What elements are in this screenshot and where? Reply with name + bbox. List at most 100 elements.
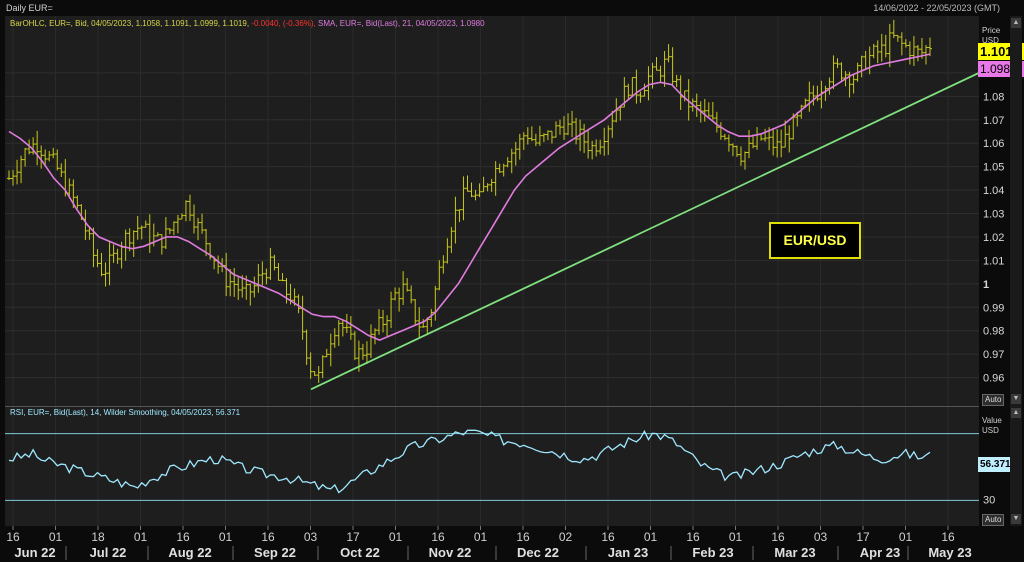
ohlc-bar [171, 221, 176, 236]
ohlc-bar [517, 133, 522, 160]
ohlc-bar [389, 291, 394, 329]
month-tick-label: Sep 22 [254, 545, 296, 560]
price-auto-button[interactable]: Auto [982, 394, 1005, 406]
day-tick-label: 16 [601, 530, 615, 544]
ohlc-bar [871, 43, 876, 59]
rsi-auto-button[interactable]: Auto [982, 514, 1005, 526]
ohlc-bar [702, 98, 707, 122]
rsi-scroll-up-icon[interactable]: ▲ [1011, 408, 1021, 418]
month-tick-label: Jun 22 [14, 545, 55, 560]
month-tick-label: Jul 22 [90, 545, 127, 560]
ohlc-bar [433, 285, 438, 321]
ohlc-bar [590, 140, 595, 160]
ohlc-bar [453, 196, 458, 244]
ohlc-bar [336, 320, 341, 346]
ohlc-bar [272, 254, 277, 271]
scroll-down-icon[interactable]: ▼ [1011, 394, 1021, 404]
time-axis-ticks: 16 01 18 01 16 01 16 03 17 01 16 01 16 02 16 01 16 01 16 03… [6, 526, 972, 560]
ohlc-bar [252, 276, 257, 298]
month-tick-label: Nov 22 [429, 545, 472, 560]
ohlc-bar [268, 247, 273, 280]
ohlc-bar [533, 133, 538, 147]
ohlc-bar [662, 50, 667, 87]
time-axis[interactable]: 16 01 18 01 16 01 16 03 17 01 16 01 16 02 16 01 16 01 16 03… [5, 526, 979, 562]
ohlc-bar [284, 278, 289, 304]
ohlc-bar [187, 194, 192, 221]
ohlc-bar [541, 133, 546, 143]
ohlc-bar [348, 315, 353, 340]
rsi-axis-header: Value USD [982, 416, 1002, 436]
price-tick-label: 1.04 [983, 185, 1004, 197]
sma-legend-label: SMA, EUR=, Bid(Last), 21, 04/05/2023, 1.… [318, 19, 485, 28]
rsi-scroll-down-icon[interactable]: ▼ [1011, 514, 1021, 524]
ohlc-bar [196, 217, 201, 241]
ohlc-bar [409, 285, 414, 304]
ohlc-bar [807, 81, 812, 112]
ohlc-bar [722, 133, 727, 141]
ohlc-bar [51, 147, 56, 159]
ohlc-bar [405, 277, 410, 292]
ohlc-bar [296, 294, 301, 314]
day-tick-label: 16 [686, 530, 700, 544]
rsi-panel[interactable] [5, 406, 979, 527]
ohlc-bar [43, 149, 48, 167]
rsi-legend: RSI, EUR=, Bid(Last), 14, Wilder Smoothi… [10, 408, 241, 417]
month-tick-label: Jan 23 [608, 545, 648, 560]
price-tick-label: 0.99 [983, 302, 1004, 314]
ohlc-bar [103, 262, 108, 287]
ohlc-bar [646, 66, 651, 101]
rsi-line [8, 429, 931, 494]
ohlc-bar [899, 32, 904, 56]
ohlc-bar [582, 123, 587, 154]
rsi-axis-header-line2: USD [982, 426, 999, 435]
ohlc-bar [887, 23, 892, 68]
rsi-scrollbar[interactable]: ▲ ▼ [1010, 406, 1022, 526]
ohlc-bar [742, 151, 747, 170]
price-tick-label: 0.96 [983, 373, 1004, 385]
price-axis-header: Price USD [982, 26, 1000, 46]
scroll-up-icon[interactable]: ▲ [1011, 18, 1021, 28]
ohlc-bar [755, 127, 760, 150]
rsi-plot [5, 407, 979, 527]
price-tick-label: 1.08 [983, 91, 1004, 103]
day-tick-label: 17 [346, 530, 360, 544]
day-tick-label: 16 [261, 530, 275, 544]
ohlc-bar [751, 134, 756, 149]
ohlc-bar [928, 37, 932, 57]
price-axis-header-line1: Price [982, 26, 1001, 35]
price-tick-label: 0.97 [983, 349, 1004, 361]
ohlc-bar [385, 315, 390, 337]
ohlc-bar [815, 85, 820, 102]
ohlc-bar [775, 129, 780, 158]
ohlc-bar [787, 125, 792, 153]
ohlc-bar [372, 328, 377, 345]
ohlc-bar [393, 287, 398, 301]
ohlc-bar [911, 36, 916, 66]
price-panel[interactable] [5, 16, 979, 406]
month-tick-label: Dec 22 [517, 545, 559, 560]
ohlc-bar [570, 110, 575, 138]
ohlc-bar [99, 252, 104, 277]
ohlc-bar [236, 277, 241, 300]
ohlc-bar [779, 129, 784, 158]
ohlc-bar [718, 122, 723, 140]
ohlc-bar [308, 352, 313, 379]
ohlc-bar [566, 113, 571, 136]
day-tick-label: 01 [49, 530, 63, 544]
ohlc-bar [537, 125, 542, 146]
ohlc-bar [469, 182, 474, 198]
date-range: 14/06/2022 - 22/05/2023 (GMT) [873, 3, 1000, 13]
ohlc-bar [300, 295, 305, 340]
ohlc-bar [610, 110, 615, 138]
ohlc-bar [111, 244, 116, 263]
price-scrollbar[interactable]: ▲ ▼ [1010, 16, 1022, 406]
ohlc-bar [497, 163, 502, 174]
price-axis[interactable]: 0.96 0.97 0.98 0.99 1 1.01 1.02 1.03 1.04 1.05 1.0… [979, 16, 1009, 406]
ohlc-bar [823, 85, 828, 101]
ohlc-bar [642, 83, 647, 97]
ohlc-bar [594, 139, 599, 157]
ohlc-bar [27, 139, 32, 155]
ohlc-bar [738, 146, 743, 166]
ohlc-bar [638, 91, 643, 103]
price-axis-header-line2: USD [982, 36, 999, 45]
